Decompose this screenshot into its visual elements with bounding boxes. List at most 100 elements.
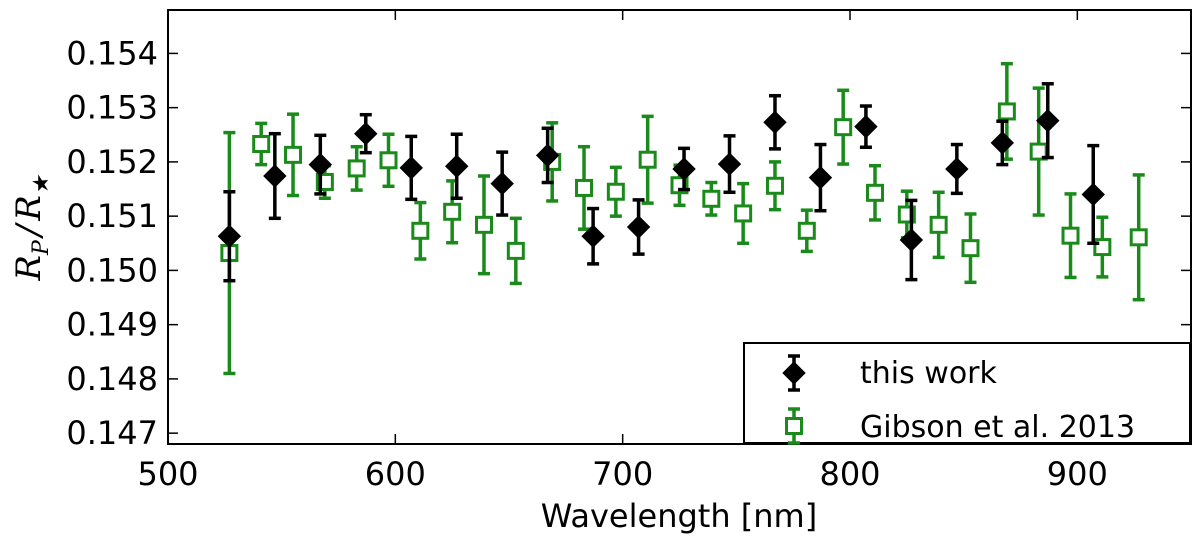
gibson-point-group <box>347 144 366 192</box>
this-work-point-group <box>990 119 1015 167</box>
gibson-marker <box>929 215 948 234</box>
x-tick-label: 900 <box>1047 455 1108 493</box>
this-work-marker <box>626 215 651 239</box>
this-work-marker <box>763 110 787 135</box>
y-tick-label: 0.149 <box>66 306 158 344</box>
legend-frame <box>743 342 1191 444</box>
gibson-marker <box>474 215 493 234</box>
y-axis-title: RP/R★ <box>9 174 54 282</box>
gibson-marker <box>765 176 784 195</box>
this-work-marker <box>263 164 287 188</box>
this-work-point-group <box>399 134 423 202</box>
plot-frame <box>167 9 1192 445</box>
y-tick-label: 0.147 <box>66 414 158 452</box>
y-axis-title-r1: R <box>9 255 49 282</box>
this-work-marker <box>990 131 1015 155</box>
y-axis-title-sub1: P <box>29 239 54 256</box>
y-axis-title-slash: / <box>9 221 49 239</box>
x-tick-label: 700 <box>592 455 653 493</box>
gibson-marker <box>411 221 430 240</box>
gibson-point-group <box>474 174 493 276</box>
y-tick-label: 0.154 <box>66 34 158 72</box>
this-work-point-group <box>672 146 696 192</box>
this-work-point-group <box>308 133 333 196</box>
gibson-marker <box>797 221 816 240</box>
this-work-marker <box>354 121 378 146</box>
this-work-marker <box>899 228 924 252</box>
x-tick-label: 800 <box>819 455 880 493</box>
gibson-point-group <box>765 160 784 212</box>
this-work-marker <box>808 165 833 190</box>
this-work-point-group <box>854 104 878 150</box>
gibson-marker <box>638 150 657 169</box>
gibson-marker <box>1061 226 1080 245</box>
this-work-marker <box>490 171 514 196</box>
this-work-marker <box>535 143 560 168</box>
gibson-point-group <box>1129 173 1148 302</box>
gibson-marker <box>606 182 625 201</box>
gibson-marker <box>961 239 980 258</box>
gibson-marker <box>1129 228 1148 247</box>
this-work-marker <box>399 156 423 180</box>
gibson-marker <box>866 183 885 202</box>
this-work-marker <box>717 152 742 176</box>
x-tick-label: 600 <box>365 455 426 493</box>
y-axis-title-sub2: ★ <box>29 174 54 195</box>
this-work-marker <box>581 224 605 248</box>
this-work-marker <box>672 157 696 181</box>
this-work-point-group <box>717 134 742 195</box>
gibson-marker <box>252 134 271 153</box>
gibson-marker <box>347 159 366 178</box>
this-work-marker <box>308 152 333 177</box>
y-tick-label: 0.150 <box>66 251 158 289</box>
y-tick-label: 0.152 <box>66 143 158 181</box>
gibson-marker <box>575 178 594 197</box>
gibson-marker <box>284 145 303 164</box>
this-work-point-group <box>354 112 378 155</box>
legend-gibson-square <box>785 417 803 435</box>
this-work-point-group <box>490 150 514 217</box>
y-axis-title-r2: R <box>9 195 49 222</box>
this-work-point-group <box>808 142 833 213</box>
gibson-point-group <box>506 216 525 286</box>
gibson-point-group <box>411 200 430 261</box>
gibson-point-group <box>1061 192 1080 280</box>
gibson-marker <box>734 204 753 223</box>
gibson-marker <box>506 241 525 260</box>
this-work-point-group <box>899 198 924 282</box>
gibson-point-group <box>929 190 948 260</box>
x-axis-title: Wavelength [nm] <box>541 497 817 535</box>
gibson-marker <box>997 102 1016 121</box>
legend-marker-this-work <box>782 354 806 392</box>
gibson-marker <box>379 151 398 170</box>
y-tick-label: 0.151 <box>66 197 158 235</box>
legend: this work Gibson et al. 2013 <box>743 342 1191 445</box>
this-work-point-group <box>217 189 242 283</box>
gibson-point-group <box>866 163 885 222</box>
gibson-point-group <box>606 165 625 218</box>
gibson-point-group <box>252 121 271 167</box>
gibson-point-group <box>284 112 303 198</box>
gibson-point-group <box>379 132 398 189</box>
this-work-point-group <box>581 206 605 266</box>
gibson-point-group <box>734 181 753 246</box>
gibson-marker <box>443 202 462 221</box>
y-tick-label: 0.148 <box>66 360 158 398</box>
gibson-marker <box>834 118 853 137</box>
legend-label-gibson: Gibson et al. 2013 <box>860 410 1135 445</box>
tick-layer: 500 600 700 800 900 0.147 0.148 0.149 0.150 0.151… <box>66 10 1191 493</box>
data-layer <box>217 61 1148 376</box>
gibson-point-group <box>834 88 853 166</box>
y-tick-label: 0.153 <box>66 89 158 127</box>
this-work-marker <box>445 154 469 178</box>
this-work-marker <box>854 114 878 139</box>
this-work-point-group <box>263 131 287 221</box>
this-work-marker <box>945 157 969 181</box>
this-work-point-group <box>763 93 787 151</box>
legend-marker-gibson <box>785 407 803 445</box>
x-tick-label: 500 <box>137 455 198 493</box>
gibson-point-group <box>961 212 980 285</box>
gibson-point-group <box>575 144 594 231</box>
this-work-point-group <box>1036 82 1060 160</box>
